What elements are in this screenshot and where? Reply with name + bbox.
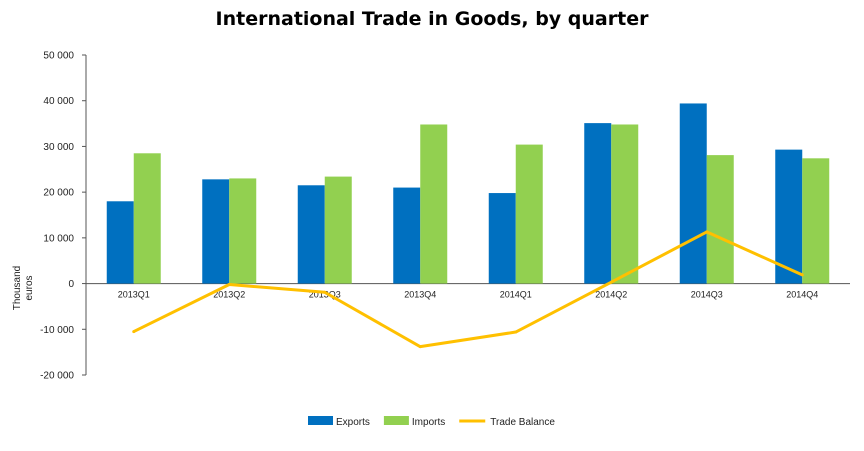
- legend-label-exports: Exports: [336, 417, 370, 428]
- line-point-trade-balance: [800, 273, 804, 277]
- legend-swatch-imports: [383, 416, 409, 425]
- line-point-trade-balance: [227, 282, 231, 286]
- bar-exports: [584, 123, 612, 284]
- bar-imports: [324, 176, 352, 284]
- line-point-trade-balance: [132, 330, 136, 334]
- x-category-label: 2014Q2: [595, 290, 627, 300]
- bar-imports: [420, 124, 448, 284]
- bar-exports: [202, 179, 230, 284]
- legend-label-imports: Imports: [412, 417, 445, 428]
- line-point-trade-balance: [418, 345, 422, 349]
- line-point-trade-balance: [609, 280, 613, 284]
- y-tick-label: 10 000: [43, 233, 74, 244]
- y-tick-label: 0: [68, 279, 74, 290]
- legend-label-trade-balance: Trade Balance: [490, 417, 555, 428]
- y-axis-title-line1: Thousand: [12, 266, 23, 310]
- x-category-label: 2013Q3: [309, 290, 341, 300]
- bar-exports: [106, 201, 134, 284]
- x-category-label: 2013Q1: [118, 290, 150, 300]
- bar-exports: [393, 187, 421, 284]
- bar-exports: [679, 103, 707, 284]
- y-tick-label: 40 000: [43, 96, 74, 107]
- bar-imports: [802, 158, 830, 284]
- x-category-label: 2013Q2: [213, 290, 245, 300]
- bar-exports: [488, 193, 516, 284]
- bar-exports: [297, 185, 325, 284]
- legend-swatch-exports: [308, 416, 333, 425]
- y-tick-label: 30 000: [43, 142, 74, 153]
- y-tick-label: 50 000: [43, 51, 74, 62]
- line-point-trade-balance: [514, 330, 518, 334]
- x-category-label: 2014Q1: [500, 290, 532, 300]
- x-category-label: 2014Q3: [691, 290, 723, 300]
- bar-imports: [229, 178, 257, 284]
- line-point-trade-balance: [705, 230, 709, 234]
- line-point-trade-balance: [323, 290, 327, 294]
- y-axis-title-line2: euros: [24, 275, 35, 300]
- bar-imports: [515, 144, 543, 284]
- y-tick-label: -20 000: [40, 371, 74, 382]
- y-tick-label: -10 000: [40, 325, 74, 336]
- chart-title: International Trade in Goods, by quarter: [215, 8, 649, 30]
- bar-exports: [775, 149, 803, 284]
- line-trade-balance: [133, 230, 803, 349]
- bar-imports: [611, 124, 639, 284]
- x-category-label: 2013Q4: [404, 290, 436, 300]
- y-tick-label: 20 000: [43, 188, 74, 199]
- x-category-label: 2014Q4: [786, 290, 818, 300]
- bar-imports: [133, 153, 161, 284]
- bar-imports: [706, 155, 734, 284]
